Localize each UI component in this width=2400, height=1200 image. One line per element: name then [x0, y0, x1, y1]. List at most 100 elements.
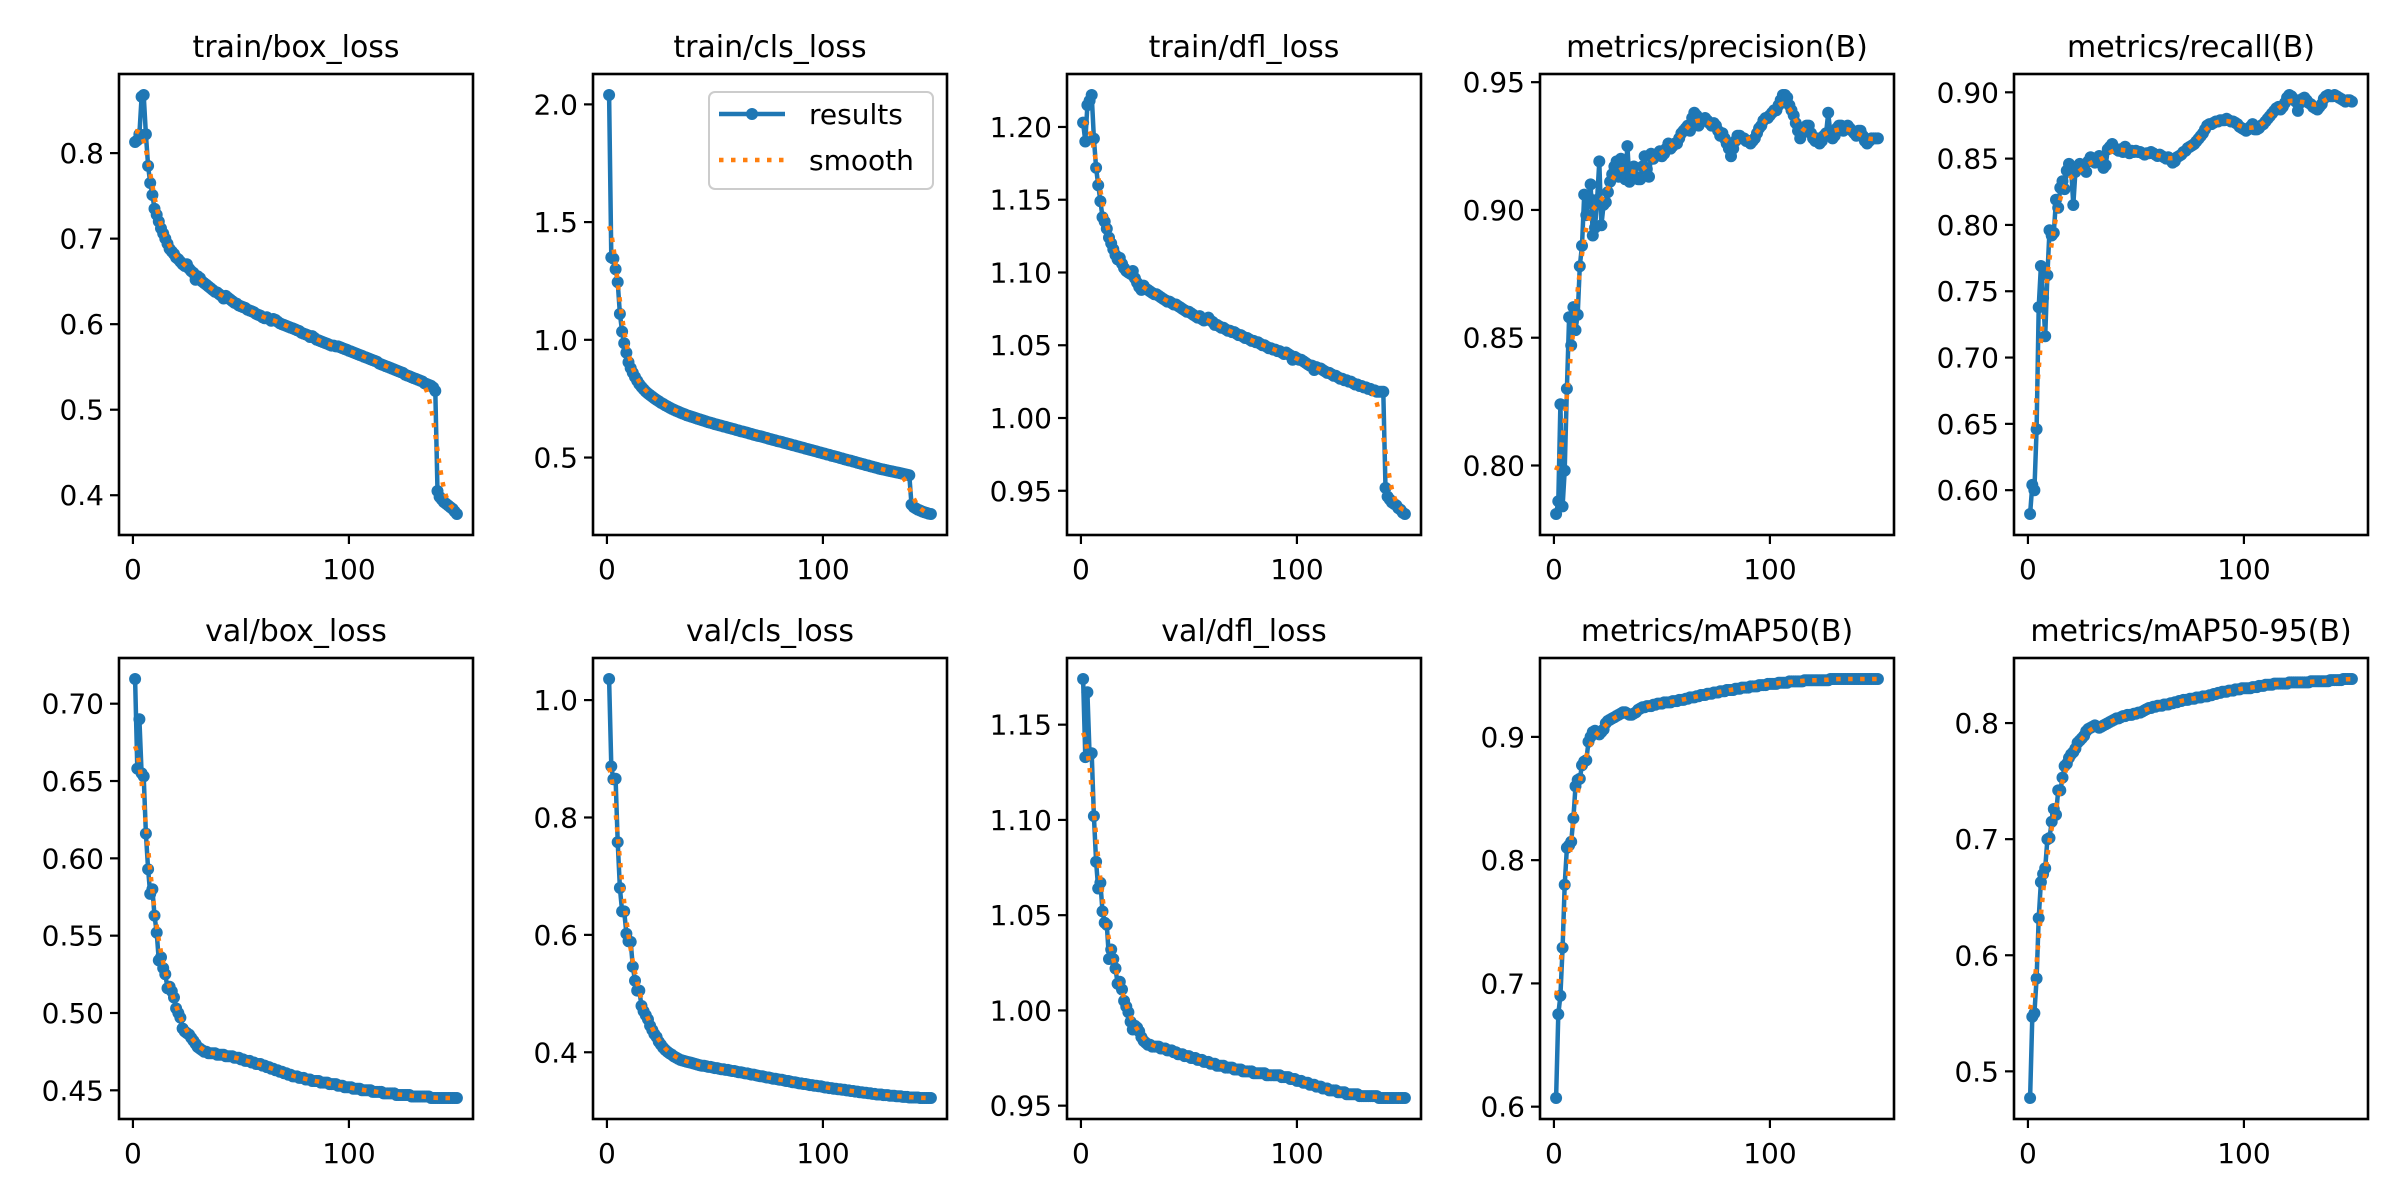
smooth-line [1082, 119, 1406, 513]
results-point [450, 508, 463, 520]
results-point [924, 1092, 937, 1104]
axes-frame [1065, 72, 1423, 537]
plot-area [1077, 673, 1411, 1104]
plot-area [1550, 89, 1884, 520]
results-point [1871, 132, 1884, 145]
smooth-line [2027, 676, 2352, 1010]
x-tick-label: 100 [2217, 553, 2270, 586]
results-point [129, 673, 142, 685]
results-point [1565, 835, 1578, 848]
y-tick-label: 0.7 [1480, 967, 1525, 1000]
plot-area [603, 673, 937, 1104]
x-tick-label: 100 [322, 1137, 375, 1170]
results-point [1552, 1008, 1565, 1021]
x-tick-label: 100 [322, 553, 375, 586]
axes-frame [1538, 656, 1896, 1121]
results-point [450, 1092, 463, 1104]
y-tick-label: 0.6 [533, 919, 578, 952]
axes-frame [1538, 72, 1896, 537]
plot-area [1077, 89, 1411, 520]
y-tick-label: 0.8 [1954, 707, 1999, 740]
results-point [1614, 152, 1627, 165]
y-tick-label: 0.6 [1954, 939, 1999, 972]
results-point [603, 89, 616, 101]
y-tick-label: 0.65 [42, 765, 104, 798]
axes-frame [117, 72, 475, 537]
results-point [137, 89, 150, 101]
x-tick-label: 100 [1743, 1137, 1796, 1170]
results-point [429, 384, 442, 397]
axes-frame [117, 656, 475, 1121]
results-point [1550, 1092, 1563, 1104]
x-tick-label: 0 [1072, 553, 1090, 586]
y-tick-label: 0.90 [1463, 194, 1525, 227]
y-tick-label: 0.85 [1937, 143, 1999, 176]
x-tick-label: 0 [1072, 1137, 1090, 1170]
y-tick-label: 0.95 [990, 1090, 1052, 1123]
y-tick-label: 1.0 [533, 324, 578, 357]
results-point [139, 128, 152, 141]
legend-smooth-label: smooth [809, 144, 914, 177]
subplot-train-cls-loss: train/cls_loss 0.5 1.0 1.5 2.0 0 100 results smo… [533, 30, 949, 586]
y-tick-label: 0.85 [1463, 322, 1525, 355]
legend-results-label: results [809, 98, 903, 131]
results-point [2080, 165, 2093, 178]
panel-title: train/dfl_loss [1149, 30, 1340, 65]
results-point [2024, 508, 2037, 520]
subplot-metrics-recall-b: metrics/recall(B) 0.60 0.65 0.70 0.75 0.80 0.8… [1937, 30, 2370, 586]
panel-title: train/box_loss [192, 30, 399, 65]
results-point [2345, 673, 2358, 685]
plot-area [2024, 89, 2358, 520]
y-tick-label: 0.7 [1954, 823, 1999, 856]
subplot-val-cls-loss: val/cls_loss 0.4 0.6 0.8 1.0 0 100 [533, 614, 949, 1170]
axes-frame [1065, 656, 1423, 1121]
results-point [903, 469, 916, 482]
x-tick-label: 100 [2217, 1137, 2270, 1170]
y-tick-label: 2.0 [533, 88, 578, 121]
results-point [1558, 464, 1571, 477]
y-tick-label: 0.60 [1937, 474, 1999, 507]
subplot-metrics-map50-b: metrics/mAP50(B) 0.6 0.7 0.8 0.9 0 100 [1480, 614, 1896, 1170]
results-point [1085, 89, 1098, 101]
x-tick-label: 0 [2019, 553, 2037, 586]
axes-frame [591, 72, 949, 537]
results-point [626, 960, 639, 973]
results-point [2024, 1092, 2037, 1104]
plot-area [1550, 673, 1884, 1104]
y-tick-label: 0.75 [1937, 275, 1999, 308]
subplot-metrics-precision-b: metrics/precision(B) 0.80 0.85 0.90 0.95 0 100 [1463, 30, 1896, 586]
y-tick-label: 0.8 [59, 137, 104, 170]
results-point [2034, 260, 2047, 272]
axes-frame [2012, 72, 2370, 537]
panel-title: metrics/precision(B) [1566, 30, 1868, 65]
x-tick-label: 0 [124, 1137, 142, 1170]
y-tick-label: 0.4 [59, 479, 104, 512]
y-tick-label: 0.70 [1937, 342, 1999, 375]
y-tick-label: 0.60 [42, 842, 104, 875]
plot-area [129, 673, 463, 1104]
panel-title: val/dfl_loss [1161, 614, 1326, 649]
panel-title: train/cls_loss [673, 30, 866, 65]
results-point [1554, 398, 1567, 411]
results-point [1595, 219, 1608, 232]
x-tick-label: 100 [1270, 1137, 1323, 1170]
x-tick-label: 100 [1270, 553, 1323, 586]
y-tick-label: 0.7 [59, 223, 104, 256]
results-point [2028, 1007, 2041, 1020]
y-tick-label: 1.05 [990, 329, 1052, 362]
panel-title: metrics/recall(B) [2067, 30, 2315, 65]
x-tick-label: 0 [1545, 1137, 1563, 1170]
results-point [1593, 155, 1606, 168]
results-point [1621, 140, 1634, 153]
results-point [1822, 106, 1835, 119]
smooth-line [1554, 101, 1878, 472]
results-point [2032, 912, 2045, 925]
y-tick-label: 0.50 [42, 997, 104, 1030]
smooth-line [1553, 676, 1878, 996]
results-point [1556, 941, 1569, 954]
y-tick-label: 0.90 [1937, 76, 1999, 109]
smooth-line [134, 128, 458, 512]
